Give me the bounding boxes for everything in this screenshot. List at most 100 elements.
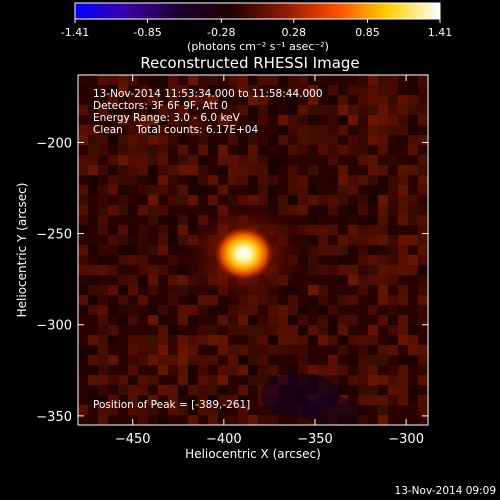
texture-cell: [78, 295, 88, 305]
x-tick-label: −350: [297, 432, 333, 447]
texture-cell: [248, 335, 258, 345]
texture-cell: [168, 225, 178, 235]
texture-cell: [108, 115, 118, 125]
texture-cell: [348, 175, 358, 185]
texture-cell: [408, 275, 418, 285]
texture-cell: [298, 115, 308, 125]
texture-cell: [88, 105, 98, 115]
texture-cell: [358, 285, 368, 295]
texture-cell: [258, 115, 268, 125]
texture-cell: [128, 205, 138, 215]
texture-cell: [338, 245, 348, 255]
texture-cell: [198, 75, 208, 85]
texture-cell: [108, 365, 118, 375]
texture-cell: [378, 115, 388, 125]
texture-cell: [108, 105, 118, 115]
texture-cell: [228, 75, 238, 85]
texture-cell: [318, 315, 328, 325]
texture-cell: [398, 215, 408, 225]
texture-cell: [238, 365, 248, 375]
texture-cell: [398, 285, 408, 295]
texture-cell: [358, 95, 368, 105]
texture-cell: [378, 215, 388, 225]
texture-cell: [118, 165, 128, 175]
texture-cell: [208, 405, 218, 415]
texture-cell: [228, 365, 238, 375]
texture-cell: [198, 325, 208, 335]
texture-cell: [418, 185, 428, 195]
texture-cell: [108, 335, 118, 345]
texture-cell: [238, 155, 248, 165]
texture-cell: [398, 275, 408, 285]
texture-cell: [408, 205, 418, 215]
texture-cell: [178, 155, 188, 165]
texture-cell: [378, 325, 388, 335]
texture-cell: [278, 125, 288, 135]
texture-cell: [258, 125, 268, 135]
texture-cell: [98, 285, 108, 295]
texture-cell: [218, 85, 228, 95]
texture-cell: [168, 265, 178, 275]
texture-cell: [168, 375, 178, 385]
texture-cell: [178, 135, 188, 145]
texture-cell: [118, 395, 128, 405]
texture-cell: [388, 115, 398, 125]
texture-cell: [178, 95, 188, 105]
texture-cell: [198, 155, 208, 165]
texture-cell: [378, 95, 388, 105]
texture-cell: [128, 305, 138, 315]
texture-cell: [178, 305, 188, 315]
texture-cell: [338, 135, 348, 145]
texture-cell: [78, 325, 88, 335]
texture-cell: [358, 205, 368, 215]
texture-cell: [358, 395, 368, 405]
texture-cell: [338, 145, 348, 155]
texture-cell: [88, 335, 98, 345]
texture-cell: [338, 315, 348, 325]
texture-cell: [138, 315, 148, 325]
y-tick-label: −200: [36, 136, 72, 151]
x-tick-label: −450: [115, 432, 151, 447]
info-line-time-range: 13-Nov-2014 11:53:34.000 to 11:58:44.000: [93, 88, 323, 100]
texture-cell: [378, 385, 388, 395]
texture-cell: [118, 385, 128, 395]
texture-cell: [158, 165, 168, 175]
texture-cell: [148, 365, 158, 375]
texture-cell: [328, 325, 338, 335]
texture-cell: [328, 295, 338, 305]
texture-cell: [278, 155, 288, 165]
texture-cell: [218, 95, 228, 105]
texture-cell: [388, 235, 398, 245]
texture-cell: [268, 315, 278, 325]
texture-cell: [118, 275, 128, 285]
texture-cell: [298, 175, 308, 185]
texture-cell: [138, 335, 148, 345]
texture-cell: [188, 405, 198, 415]
texture-cell: [128, 285, 138, 295]
texture-cell: [118, 365, 128, 375]
texture-cell: [88, 215, 98, 225]
texture-cell: [268, 95, 278, 105]
texture-cell: [348, 195, 358, 205]
texture-cell: [418, 95, 428, 105]
texture-cell: [258, 315, 268, 325]
texture-cell: [128, 95, 138, 105]
texture-cell: [108, 215, 118, 225]
texture-cell: [78, 115, 88, 125]
texture-cell: [338, 385, 348, 395]
texture-cell: [88, 255, 98, 265]
texture-cell: [388, 75, 398, 85]
texture-cell: [308, 155, 318, 165]
texture-cell: [348, 375, 358, 385]
texture-cell: [208, 395, 218, 405]
texture-cell: [208, 415, 218, 425]
texture-cell: [148, 225, 158, 235]
texture-cell: [148, 155, 158, 165]
texture-cell: [208, 155, 218, 165]
texture-cell: [308, 295, 318, 305]
texture-cell: [88, 325, 98, 335]
texture-cell: [228, 105, 238, 115]
texture-cell: [368, 315, 378, 325]
texture-cell: [338, 185, 348, 195]
solar-image: [78, 75, 428, 425]
